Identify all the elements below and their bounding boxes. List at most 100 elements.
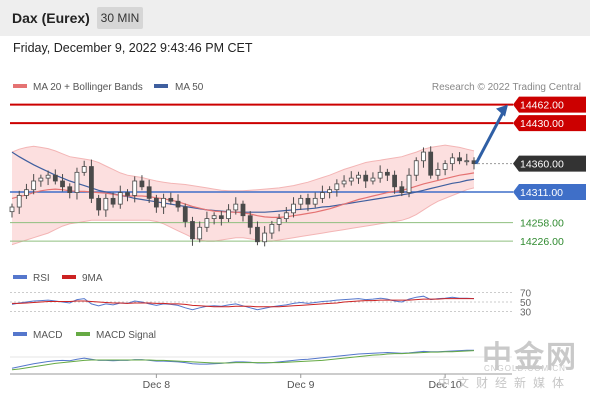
candle-body-50 bbox=[370, 177, 376, 182]
candle-body-45 bbox=[334, 183, 340, 191]
level-label-1: 14430.00 bbox=[520, 118, 564, 130]
candle-body-8 bbox=[67, 186, 73, 193]
candle-body-42 bbox=[312, 197, 318, 205]
candle-body-7 bbox=[60, 180, 65, 188]
candle-body-3 bbox=[31, 180, 37, 191]
rsi-ma-line bbox=[12, 298, 474, 308]
bollinger-lower-line bbox=[11, 187, 475, 246]
candle-body-25 bbox=[190, 221, 195, 240]
legends: MA 20 + Bollinger Bands MA 50 Research ©… bbox=[13, 82, 581, 341]
candle-body-53 bbox=[392, 174, 397, 188]
candle-body-57 bbox=[421, 151, 426, 162]
candle-body-39 bbox=[291, 203, 296, 214]
candle-body-54 bbox=[399, 186, 405, 193]
candle-body-47 bbox=[348, 177, 354, 182]
candle-body-6 bbox=[52, 174, 58, 182]
candle-body-0 bbox=[9, 206, 15, 213]
watermark-logo: 中金网 bbox=[482, 340, 578, 375]
candle-body-1 bbox=[16, 195, 22, 208]
candle-body-38 bbox=[283, 212, 289, 220]
candle-body-14 bbox=[110, 197, 116, 205]
bollinger-band bbox=[12, 145, 474, 245]
rsi-line bbox=[11, 295, 475, 311]
level-label-2: 14360.00 bbox=[520, 159, 564, 171]
macd-signal-line bbox=[11, 350, 475, 371]
watermark-tagline: 中文财经新媒体 bbox=[438, 376, 572, 390]
candle-body-60 bbox=[442, 163, 448, 170]
candle-body-30 bbox=[226, 209, 231, 220]
candle-body-55 bbox=[406, 174, 412, 193]
macd-line bbox=[11, 349, 474, 369]
candle-body-16 bbox=[125, 192, 130, 196]
candle-body-48 bbox=[356, 174, 361, 179]
candle-body-43 bbox=[320, 192, 325, 199]
macd-panel bbox=[10, 349, 512, 371]
level-label-4: 14258.00 bbox=[520, 218, 564, 230]
candle-body-46 bbox=[341, 180, 347, 185]
candle-body-35 bbox=[262, 232, 268, 243]
chart-header: Dax (Eurex) 30 MIN bbox=[0, 0, 590, 36]
candle-body-40 bbox=[298, 197, 304, 205]
ma50-legend-swatch bbox=[154, 84, 168, 88]
ma50-legend-label: MA 50 bbox=[175, 82, 204, 93]
rsi-legend-swatch bbox=[13, 275, 27, 279]
candle-body-5 bbox=[45, 174, 51, 179]
candle-body-63 bbox=[464, 160, 470, 163]
candle-body-10 bbox=[81, 166, 87, 173]
instrument-title: Dax (Eurex) bbox=[12, 10, 90, 26]
candle-body-9 bbox=[74, 171, 80, 193]
candle-body-41 bbox=[305, 197, 311, 205]
candle-body-12 bbox=[96, 197, 102, 211]
candle-body-17 bbox=[132, 180, 138, 196]
candle-body-34 bbox=[255, 226, 260, 243]
rsi-ma-legend-swatch bbox=[62, 275, 76, 279]
candle-body-26 bbox=[197, 226, 203, 240]
research-credit: Research © 2022 Trading Central bbox=[432, 82, 581, 93]
candle-body-59 bbox=[435, 169, 441, 176]
forecast-arrow-shaft bbox=[474, 109, 506, 165]
level-tag-3 bbox=[513, 183, 586, 200]
candle-body-4 bbox=[38, 177, 44, 182]
candle-body-29 bbox=[218, 215, 224, 220]
level-tag-2 bbox=[513, 155, 586, 172]
bollinger-upper-line bbox=[11, 144, 475, 192]
rsi-tick-label-2: 30 bbox=[520, 308, 532, 319]
candle-body-13 bbox=[103, 197, 109, 211]
macd-signal-legend-label: MACD Signal bbox=[96, 330, 156, 341]
candle-body-18 bbox=[139, 180, 145, 188]
macd-legend-label: MACD bbox=[33, 330, 62, 341]
candle-body-15 bbox=[117, 192, 123, 205]
candle-body-20 bbox=[153, 197, 159, 208]
candle-body-31 bbox=[233, 203, 239, 211]
candle-body-44 bbox=[327, 189, 333, 193]
candle-body-33 bbox=[247, 215, 253, 228]
ma20-legend-swatch bbox=[13, 84, 27, 88]
candle-body-11 bbox=[89, 166, 94, 199]
candle-body-22 bbox=[168, 197, 174, 202]
x-tick-label-0: Dec 8 bbox=[143, 379, 171, 391]
candle-body-21 bbox=[161, 197, 166, 208]
x-axis: Dec 8 Dec 9 Dec 10 bbox=[10, 373, 512, 391]
price-panel: 14462.00 14430.00 14360.00 14311.00 14258.00… bbox=[9, 96, 586, 248]
candle-body-49 bbox=[363, 174, 369, 182]
candle-body-58 bbox=[428, 151, 434, 176]
rsi-ma-legend-label: 9MA bbox=[82, 273, 103, 284]
level-label-3: 14311.00 bbox=[520, 187, 563, 199]
candle-body-2 bbox=[24, 189, 29, 196]
timestamp: Friday, December 9, 2022 9:43:46 PM CET bbox=[13, 41, 253, 55]
candle-body-23 bbox=[175, 200, 181, 208]
candle-body-32 bbox=[240, 203, 246, 217]
timeframe-button[interactable]: 30 MIN bbox=[97, 7, 143, 29]
candle-body-36 bbox=[269, 223, 275, 234]
level-label-5: 14226.00 bbox=[520, 236, 564, 248]
level-tag-1 bbox=[513, 115, 586, 132]
macd-signal-legend-swatch bbox=[76, 332, 90, 336]
x-tick-label-1: Dec 9 bbox=[287, 379, 315, 391]
candle-body-24 bbox=[182, 206, 188, 222]
forecast-arrow-head bbox=[496, 104, 508, 117]
candle-body-19 bbox=[146, 186, 152, 199]
candle-body-61 bbox=[449, 157, 455, 165]
x-tick-label-2: Dec 10 bbox=[428, 379, 461, 391]
